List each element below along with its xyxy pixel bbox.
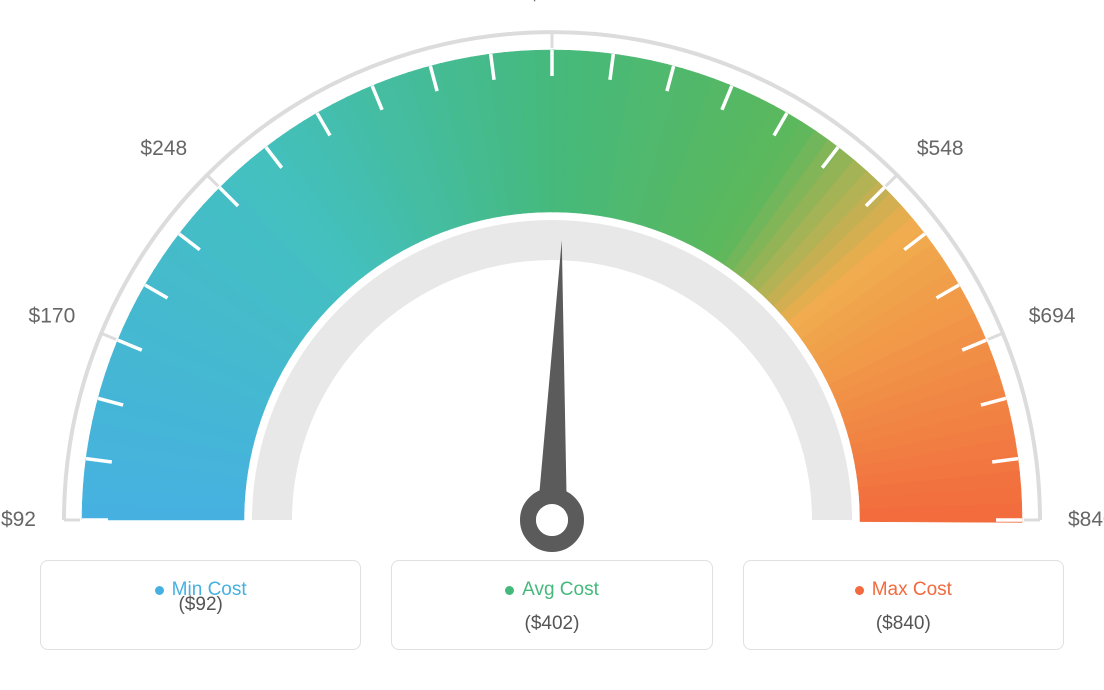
legend-value-max: ($840) bbox=[754, 613, 1053, 635]
svg-text:$694: $694 bbox=[1029, 305, 1076, 328]
legend-title-avg: Avg Cost bbox=[505, 579, 599, 601]
legend-value-min-real: ($92) bbox=[51, 594, 350, 616]
legend-card-max: Max Cost ($840) bbox=[743, 560, 1064, 650]
gauge-container: $92 $170 $248 $402 $548 $694 $840 bbox=[0, 0, 1104, 560]
legend-title-max: Max Cost bbox=[855, 579, 952, 601]
svg-text:$92: $92 bbox=[1, 508, 36, 531]
legend-dot-min bbox=[155, 586, 164, 595]
svg-text:$170: $170 bbox=[29, 305, 76, 328]
svg-text:$548: $548 bbox=[917, 137, 964, 160]
gauge-chart: $92 $170 $248 $402 $548 $694 $840 bbox=[0, 0, 1104, 560]
legend-value-avg: ($402) bbox=[402, 613, 701, 635]
legend-label-max: Max Cost bbox=[872, 579, 952, 601]
svg-text:$248: $248 bbox=[140, 137, 187, 160]
legend-row: Min Cost ($92) Avg Cost ($402) Max Cost … bbox=[0, 560, 1104, 650]
svg-text:$840: $840 bbox=[1068, 508, 1104, 531]
legend-label-avg: Avg Cost bbox=[522, 579, 599, 601]
legend-dot-avg bbox=[505, 586, 514, 595]
svg-text:$402: $402 bbox=[529, 0, 576, 5]
legend-card-avg: Avg Cost ($402) bbox=[391, 560, 712, 650]
legend-card-min: Min Cost ($92) bbox=[40, 560, 361, 650]
legend-dot-max bbox=[855, 586, 864, 595]
